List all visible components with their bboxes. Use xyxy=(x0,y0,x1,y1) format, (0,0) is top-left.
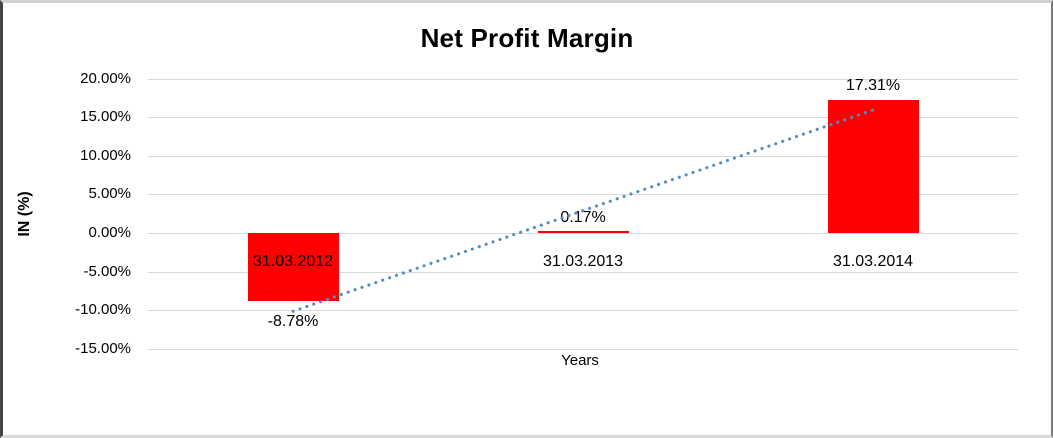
y-tick-label: 15.00% xyxy=(80,108,131,126)
gridline xyxy=(148,78,1018,80)
bar-data-label: 17.31% xyxy=(845,76,901,94)
gridline xyxy=(148,348,1018,350)
bar xyxy=(827,99,919,233)
category-label: 31.03.2014 xyxy=(832,253,914,270)
bar xyxy=(537,230,629,233)
y-tick-label: -10.00% xyxy=(75,301,131,319)
y-tick-label: 10.00% xyxy=(80,146,131,164)
category-label: 31.03.2012 xyxy=(252,253,334,270)
y-tick-label: 5.00% xyxy=(88,185,131,203)
y-tick-label: 20.00% xyxy=(80,69,131,87)
bar-data-label: -8.78% xyxy=(267,312,319,330)
bar-data-label: 0.17% xyxy=(560,208,606,226)
category-label: 31.03.2013 xyxy=(542,253,624,270)
x-axis-title: Years xyxy=(561,352,599,369)
chart-title: Net Profit Margin xyxy=(420,23,634,53)
y-tick-label: 0.00% xyxy=(88,224,131,241)
y-tick-label: -5.00% xyxy=(83,262,131,280)
y-tick-label: -15.00% xyxy=(75,339,131,357)
gridline xyxy=(148,310,1018,312)
